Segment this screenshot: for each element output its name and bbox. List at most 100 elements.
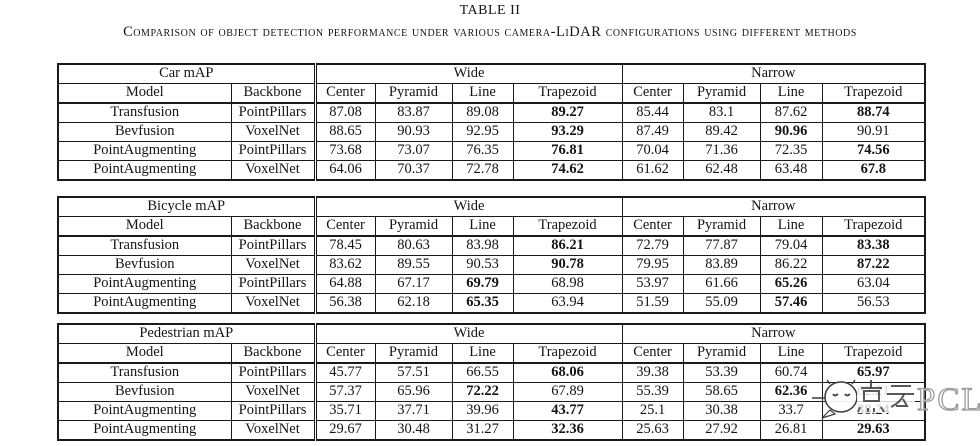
table-caption: Comparison of object detection performan… — [123, 24, 857, 40]
header-cell: Line — [451, 343, 514, 364]
value-cell: 39.96 — [451, 401, 514, 421]
value-cell: 93.29 — [512, 122, 623, 142]
header-cell: Pyramid — [682, 216, 761, 237]
backbone-cell: VoxelNet — [230, 420, 316, 441]
model-cell: Transfusion — [57, 362, 232, 383]
value-cell: 74.56 — [821, 141, 926, 161]
value-cell: 87.62 — [759, 102, 823, 123]
value-cell: 83.1 — [682, 102, 761, 123]
group-header-wide: Wide — [313, 323, 623, 344]
value-cell: 76.81 — [512, 141, 623, 161]
backbone-cell: PointPillars — [230, 401, 316, 421]
backbone-cell: PointPillars — [230, 102, 316, 123]
value-cell: 37.71 — [374, 401, 453, 421]
value-cell: 27.92 — [682, 420, 761, 441]
value-cell: 53.97 — [621, 274, 684, 294]
header-cell: Trapezoid — [512, 343, 623, 364]
value-cell: 89.55 — [374, 255, 453, 275]
header-cell: Center — [313, 216, 376, 237]
column-header-row: Model Backbone Center Pyramid Line Trape… — [57, 343, 926, 364]
value-cell: 72.79 — [621, 235, 684, 256]
value-cell: 26.81 — [759, 420, 823, 441]
value-cell: 31.27 — [451, 420, 514, 441]
model-cell: Bevfusion — [57, 122, 232, 142]
model-cell: Transfusion — [57, 102, 232, 123]
value-cell: 90.78 — [512, 255, 623, 275]
group-header-row: Car mAP Wide Narrow — [57, 63, 926, 84]
table-row: Transfusion PointPillars 87.08 83.87 89.… — [57, 102, 926, 123]
value-cell: 58.65 — [682, 382, 761, 402]
hanzi-dianyun-glyphs — [857, 380, 915, 413]
backbone-cell: VoxelNet — [230, 382, 316, 402]
value-cell: 43.77 — [512, 401, 623, 421]
value-cell: 73.07 — [374, 141, 453, 161]
backbone-cell: PointPillars — [230, 141, 316, 161]
backbone-cell: VoxelNet — [230, 122, 316, 142]
header-cell: Pyramid — [374, 83, 453, 104]
value-cell: 90.96 — [759, 122, 823, 142]
bicycle-map-table: Bicycle mAP Wide Narrow Model Backbone C… — [57, 196, 927, 314]
table-section-label: Pedestrian mAP — [57, 323, 316, 344]
value-cell: 56.38 — [313, 293, 376, 314]
header-cell: Pyramid — [374, 216, 453, 237]
value-cell: 30.48 — [374, 420, 453, 441]
value-cell: 65.35 — [451, 293, 514, 314]
group-header-wide: Wide — [313, 63, 623, 84]
header-cell: Model — [57, 343, 232, 364]
header-cell: Center — [621, 343, 684, 364]
table-row: Transfusion PointPillars 78.45 80.63 83.… — [57, 235, 926, 256]
header-cell: Model — [57, 216, 232, 237]
value-cell: 77.87 — [682, 235, 761, 256]
header-cell: Trapezoid — [821, 83, 926, 104]
watermark: PCL — [812, 379, 980, 419]
header-cell: Line — [451, 216, 514, 237]
value-cell: 73.68 — [313, 141, 376, 161]
value-cell: 64.88 — [313, 274, 376, 294]
table-row: PointAugmenting PointPillars 35.71 37.71… — [57, 401, 926, 421]
backbone-cell: VoxelNet — [230, 160, 316, 181]
table-row: Bevfusion VoxelNet 57.37 65.96 72.22 67.… — [57, 382, 926, 402]
value-cell: 86.22 — [759, 255, 823, 275]
backbone-cell: VoxelNet — [230, 255, 316, 275]
header-cell: Model — [57, 83, 232, 104]
value-cell: 87.08 — [313, 102, 376, 123]
value-cell: 67.17 — [374, 274, 453, 294]
value-cell: 29.63 — [821, 420, 926, 441]
group-header-row: Pedestrian mAP Wide Narrow — [57, 323, 926, 344]
group-header-narrow: Narrow — [621, 63, 926, 84]
value-cell: 66.55 — [451, 362, 514, 383]
value-cell: 74.62 — [512, 160, 623, 181]
group-header-wide: Wide — [313, 196, 623, 217]
value-cell: 65.96 — [374, 382, 453, 402]
value-cell: 85.44 — [621, 102, 684, 123]
car-map-table: Car mAP Wide Narrow Model Backbone Cente… — [57, 63, 927, 181]
value-cell: 39.38 — [621, 362, 684, 383]
column-header-row: Model Backbone Center Pyramid Line Trape… — [57, 83, 926, 104]
header-cell: Center — [313, 343, 376, 364]
model-cell: Bevfusion — [57, 255, 232, 275]
group-header-row: Bicycle mAP Wide Narrow — [57, 196, 926, 217]
value-cell: 56.53 — [821, 293, 926, 314]
value-cell: 90.93 — [374, 122, 453, 142]
value-cell: 62.18 — [374, 293, 453, 314]
watermark-text: PCL — [917, 382, 980, 418]
model-cell: PointAugmenting — [57, 274, 232, 294]
value-cell: 63.48 — [759, 160, 823, 181]
value-cell: 67.8 — [821, 160, 926, 181]
header-cell: Line — [759, 343, 823, 364]
header-cell: Center — [621, 83, 684, 104]
value-cell: 92.95 — [451, 122, 514, 142]
header-cell: Line — [759, 83, 823, 104]
value-cell: 88.74 — [821, 102, 926, 123]
value-cell: 89.27 — [512, 102, 623, 123]
value-cell: 64.06 — [313, 160, 376, 181]
group-header-narrow: Narrow — [621, 196, 926, 217]
value-cell: 72.35 — [759, 141, 823, 161]
value-cell: 35.71 — [313, 401, 376, 421]
value-cell: 69.79 — [451, 274, 514, 294]
header-cell: Pyramid — [682, 343, 761, 364]
table-row: Bevfusion VoxelNet 83.62 89.55 90.53 90.… — [57, 255, 926, 275]
value-cell: 71.36 — [682, 141, 761, 161]
value-cell: 79.95 — [621, 255, 684, 275]
chat-bubble-face-icon — [821, 379, 858, 419]
